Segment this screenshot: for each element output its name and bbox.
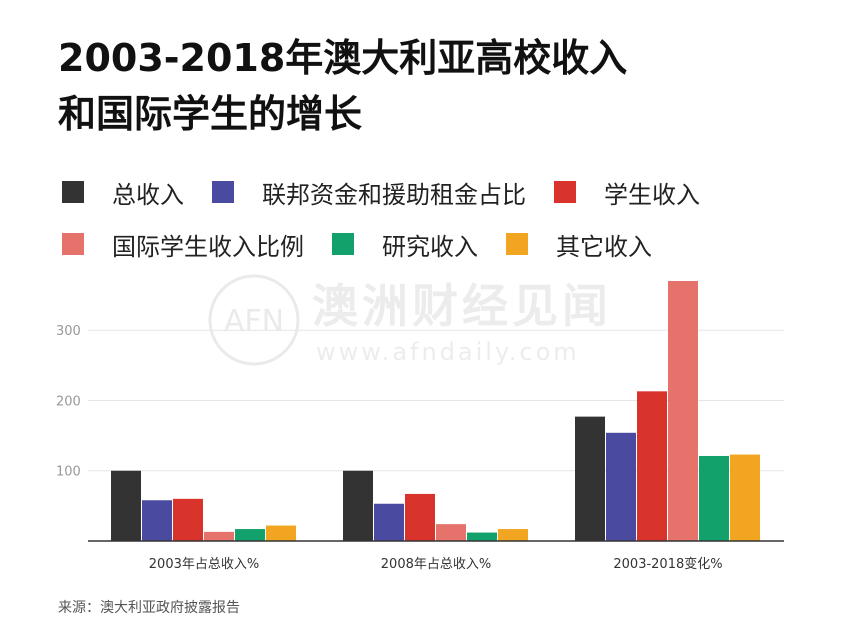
bars [111,281,760,541]
bar [374,503,404,541]
watermark-url: www.afndaily.com [316,338,580,366]
bar [467,532,497,541]
legend-label: 学生收入 [604,180,700,209]
legend-swatch [62,181,84,203]
legend-swatch [212,181,234,203]
legend-label: 国际学生收入比例 [112,232,304,261]
watermark-logo-text: AFN [224,304,284,339]
legend-item-federal: 联邦资金和援助租金占比 [212,175,526,210]
legend-swatch [554,181,576,203]
bar [405,493,435,541]
y-tick-label: 100 [56,465,81,480]
bar [699,455,729,541]
bar [142,500,172,541]
legend-item-international: 国际学生收入比例 [62,227,304,262]
legend: 总收入 联邦资金和援助租金占比 学生收入 国际学生收入比例 研究收入 其它收入 [62,166,852,270]
y-tick-label: 300 [56,324,81,339]
legend-label: 研究收入 [382,232,478,261]
legend-row-2: 国际学生收入比例 研究收入 其它收入 [62,218,852,270]
watermark-name: 澳洲财经见闻 [312,279,612,333]
title-line-1: 2003-2018年澳大利亚高校收入 [58,36,628,80]
legend-swatch [62,233,84,255]
y-tick-label: 200 [56,394,81,409]
legend-label: 联邦资金和援助租金占比 [262,180,526,209]
legend-item-student: 学生收入 [554,175,700,210]
legend-row-1: 总收入 联邦资金和援助租金占比 学生收入 [62,166,852,218]
bar [204,531,234,541]
source-note: 来源：澳大利亚政府披露报告 [58,600,240,616]
bar [436,524,466,541]
bar [498,529,528,541]
title-line-2: 和国际学生的增长 [58,92,363,136]
bar [637,391,667,541]
x-tick-label: 2003年占总收入% [149,557,259,572]
watermark-logo-ring [208,274,300,366]
legend-label: 其它收入 [556,232,652,261]
chart-title: 2003-2018年澳大利亚高校收入 和国际学生的增长 [58,30,838,142]
bar [575,416,605,541]
bar [266,525,296,541]
x-tick-label: 2008年占总收入% [381,557,491,572]
legend-item-research: 研究收入 [332,227,478,262]
legend-item-other: 其它收入 [506,227,652,262]
watermark: AFN 澳洲财经见闻 www.afndaily.com [208,274,612,366]
x-axis-labels: 2003年占总收入% 2008年占总收入% 2003-2018变化% [149,556,723,572]
bar [343,470,373,541]
bar [111,470,141,541]
bar [606,432,636,541]
bar [668,281,698,541]
bar [730,454,760,541]
legend-label: 总收入 [112,180,184,209]
bar [235,529,265,541]
legend-item-total: 总收入 [62,175,184,210]
x-tick-label: 2003-2018变化% [613,556,722,572]
legend-swatch [332,233,354,255]
legend-swatch [506,233,528,255]
bar [173,498,203,541]
